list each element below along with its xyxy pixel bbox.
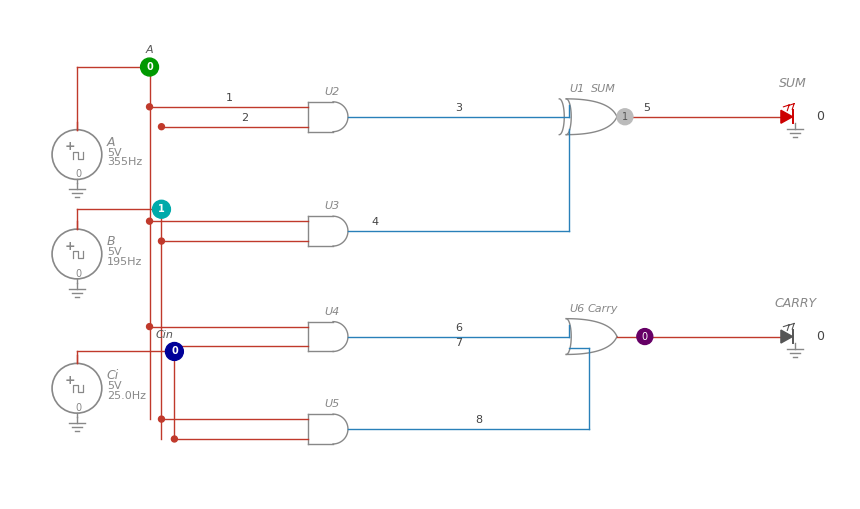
- Text: B: B: [107, 235, 115, 248]
- Polygon shape: [781, 110, 793, 123]
- Text: 1: 1: [622, 112, 628, 122]
- Text: U3: U3: [324, 201, 339, 211]
- Circle shape: [146, 324, 152, 330]
- Circle shape: [140, 58, 158, 76]
- Text: 0: 0: [76, 269, 82, 279]
- Text: 2: 2: [241, 112, 249, 123]
- Text: CARRY: CARRY: [775, 297, 817, 309]
- Text: U2: U2: [324, 87, 339, 97]
- Text: SUM: SUM: [591, 84, 616, 94]
- Circle shape: [158, 416, 164, 422]
- Text: 25.0Hz: 25.0Hz: [107, 391, 146, 401]
- Text: 4: 4: [372, 217, 378, 227]
- Text: U5: U5: [324, 399, 339, 409]
- Text: 0: 0: [146, 62, 153, 72]
- Text: 5V: 5V: [107, 381, 121, 391]
- Text: A: A: [107, 135, 115, 149]
- Text: Cin: Cin: [156, 329, 174, 340]
- Text: 0: 0: [816, 330, 824, 343]
- Text: 5V: 5V: [107, 247, 121, 257]
- Text: 195Hz: 195Hz: [107, 257, 142, 267]
- Text: 0: 0: [171, 347, 178, 356]
- Text: 0: 0: [642, 331, 648, 342]
- Text: +: +: [64, 240, 76, 252]
- Text: 0: 0: [76, 169, 82, 180]
- Circle shape: [146, 218, 152, 224]
- Text: A: A: [145, 45, 153, 55]
- Text: 5V: 5V: [107, 148, 121, 158]
- Circle shape: [146, 104, 152, 110]
- Text: 1: 1: [158, 204, 165, 214]
- Text: 6: 6: [455, 323, 462, 332]
- Circle shape: [637, 329, 653, 345]
- Text: U4: U4: [324, 306, 339, 317]
- Text: +: +: [64, 140, 76, 153]
- Circle shape: [165, 343, 183, 360]
- Circle shape: [617, 109, 633, 125]
- Circle shape: [171, 344, 177, 350]
- Circle shape: [171, 436, 177, 442]
- Circle shape: [152, 201, 170, 218]
- Text: +: +: [64, 374, 76, 387]
- Circle shape: [158, 124, 164, 130]
- Text: 7: 7: [455, 338, 462, 349]
- Text: SUM: SUM: [779, 77, 807, 90]
- Polygon shape: [781, 330, 793, 343]
- Text: 1: 1: [225, 93, 232, 103]
- Text: Carry: Carry: [587, 304, 618, 314]
- Text: 0: 0: [76, 403, 82, 413]
- Text: 5: 5: [643, 103, 650, 113]
- Text: Ci: Ci: [107, 370, 119, 382]
- Circle shape: [158, 238, 164, 244]
- Text: 3: 3: [455, 103, 462, 113]
- Text: U6: U6: [569, 304, 585, 314]
- Text: 0: 0: [816, 110, 824, 123]
- Text: U1: U1: [569, 84, 585, 94]
- Text: 355Hz: 355Hz: [107, 157, 142, 167]
- Text: 8: 8: [475, 415, 482, 425]
